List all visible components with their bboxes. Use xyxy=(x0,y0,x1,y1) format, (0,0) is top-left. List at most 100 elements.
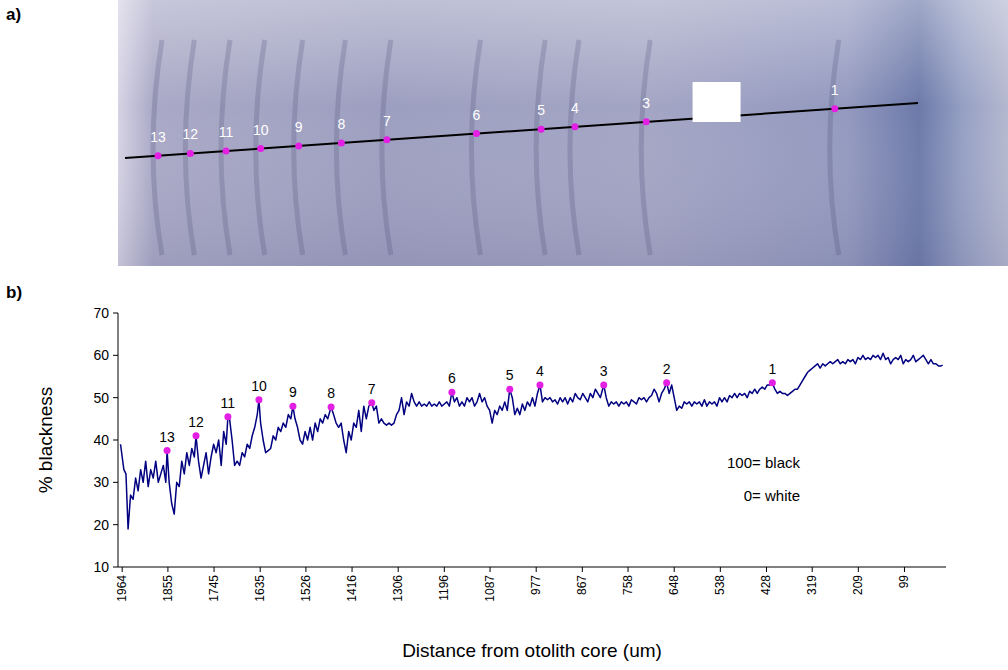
x-tick-label: 867 xyxy=(575,575,589,595)
peak-label: 6 xyxy=(448,370,456,386)
peak-label: 10 xyxy=(251,378,267,394)
photo-point-label: 1 xyxy=(831,82,839,98)
peak-marker xyxy=(289,403,296,410)
peak-label: 11 xyxy=(221,395,236,411)
growth-ring xyxy=(336,40,345,255)
x-tick-label: 1416 xyxy=(345,575,359,602)
x-tick xyxy=(214,567,215,572)
y-tick xyxy=(113,482,118,483)
x-tick-label: 1855 xyxy=(161,575,175,602)
photo-point xyxy=(257,145,264,152)
growth-ring xyxy=(536,40,545,255)
photo-point-label: 7 xyxy=(383,113,391,129)
y-tick-label: 50 xyxy=(93,390,109,406)
photo-point xyxy=(223,147,230,154)
x-axis-title: Distance from otolith core (um) xyxy=(402,640,662,661)
y-tick-label: 10 xyxy=(93,559,109,575)
photo-point-label: 12 xyxy=(183,126,199,142)
peak-marker xyxy=(164,447,171,454)
blackness-line xyxy=(121,353,943,529)
peak-label: 8 xyxy=(327,385,335,401)
y-tick xyxy=(113,355,118,356)
peak-label: 13 xyxy=(159,429,175,445)
peak-label: 4 xyxy=(536,363,544,379)
photo-point xyxy=(643,118,650,125)
photo-point-label: 6 xyxy=(473,107,481,123)
photo-point xyxy=(155,152,162,159)
photo-point-label: 3 xyxy=(642,95,650,111)
photo-point xyxy=(295,142,302,149)
figure: a)1312111098765431b)10203040506070196418… xyxy=(0,0,1008,670)
x-tick-label: 538 xyxy=(713,575,727,595)
x-tick xyxy=(720,567,721,572)
photo-point-label: 5 xyxy=(537,102,545,118)
y-axis-title: % blackness xyxy=(35,387,56,494)
peak-label: 5 xyxy=(506,367,514,383)
peak-marker xyxy=(328,403,335,410)
photo-point xyxy=(473,130,480,137)
peak-marker xyxy=(600,381,607,388)
x-tick xyxy=(582,567,583,572)
x-tick xyxy=(536,567,537,572)
x-tick-label: 1196 xyxy=(437,575,451,601)
peak-label: 12 xyxy=(188,414,204,430)
plot-area xyxy=(121,353,943,529)
x-tick xyxy=(305,567,306,572)
x-tick xyxy=(352,567,353,572)
x-tick-label: 648 xyxy=(667,575,681,595)
panel-letter: b) xyxy=(6,283,22,302)
photo-point xyxy=(187,150,194,157)
x-axis xyxy=(118,567,946,568)
y-tick-label: 40 xyxy=(93,432,109,448)
photo-point xyxy=(338,139,345,146)
otolith-photo xyxy=(118,0,1008,266)
growth-ring xyxy=(294,40,303,255)
x-tick-label: 1087 xyxy=(483,575,497,602)
note: 100= black xyxy=(727,454,800,471)
x-tick xyxy=(260,567,261,572)
y-tick xyxy=(113,440,118,441)
photo-shade xyxy=(118,0,1008,266)
x-tick xyxy=(858,567,859,572)
peak-label: 3 xyxy=(600,363,608,379)
photo-point-label: 9 xyxy=(295,119,303,135)
photo-point xyxy=(383,136,390,143)
y-tick-label: 70 xyxy=(93,305,109,321)
peak-marker xyxy=(663,379,670,386)
y-tick xyxy=(113,567,118,568)
y-tick-label: 30 xyxy=(93,474,109,490)
peak-marker xyxy=(769,379,776,386)
x-tick xyxy=(444,567,445,572)
x-tick xyxy=(674,567,675,572)
photo-point xyxy=(571,123,578,130)
photo-point xyxy=(831,105,838,112)
transect-line xyxy=(125,103,918,158)
y-tick xyxy=(113,313,118,314)
x-tick-label: 1635 xyxy=(253,575,267,602)
note: 0= white xyxy=(744,487,800,504)
growth-ring xyxy=(641,40,650,255)
x-tick xyxy=(398,567,399,572)
x-tick-label: 1964 xyxy=(115,575,129,602)
growth-ring xyxy=(471,40,480,255)
x-tick-label: 209 xyxy=(851,575,865,595)
peak-marker xyxy=(536,381,543,388)
white-box xyxy=(693,82,741,122)
x-tick xyxy=(766,567,767,572)
peak-marker xyxy=(506,386,513,393)
x-tick-label: 319 xyxy=(805,575,819,595)
x-tick xyxy=(904,567,905,572)
panel-letter: a) xyxy=(6,5,21,24)
growth-ring xyxy=(830,40,839,255)
x-tick xyxy=(122,567,123,572)
peak-marker xyxy=(448,389,455,396)
x-tick xyxy=(628,567,629,572)
x-tick-label: 977 xyxy=(529,575,543,595)
x-tick-label: 1526 xyxy=(299,575,313,602)
x-tick xyxy=(812,567,813,572)
peak-marker xyxy=(368,399,375,406)
photo-point xyxy=(538,126,545,133)
x-tick xyxy=(490,567,491,572)
growth-ring xyxy=(256,40,265,255)
growth-ring xyxy=(221,40,230,255)
